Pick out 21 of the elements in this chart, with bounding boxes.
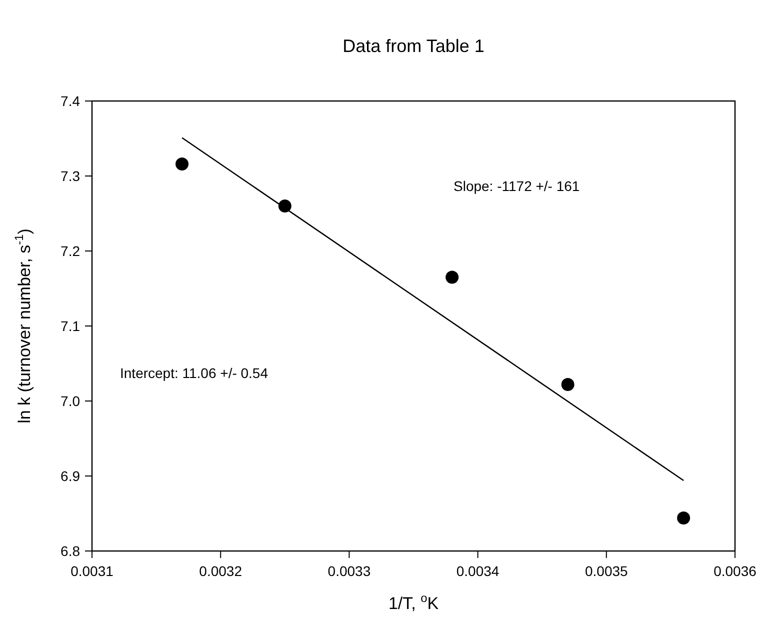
y-tick-label: 6.9 (60, 468, 80, 484)
y-tick-label: 7.4 (60, 93, 80, 109)
x-tick-label: 0.0035 (584, 563, 628, 579)
x-tick-label: 0.0031 (70, 563, 114, 579)
point (677, 512, 690, 524)
chart-title: Data from Table 1 (342, 36, 484, 56)
annotation: Slope: -1172 +/- 161 (454, 178, 580, 194)
y-tick-label: 7.0 (60, 393, 80, 409)
x-tick-label: 0.0036 (714, 563, 757, 579)
point (176, 158, 189, 170)
y-tick-label: 7.3 (60, 168, 80, 184)
y-tick-label: 7.1 (60, 318, 80, 334)
x-tick-label: 0.0032 (199, 563, 242, 579)
point (561, 378, 574, 391)
y-tick-label: 7.2 (60, 243, 80, 259)
y-tick-label: 6.8 (60, 543, 80, 559)
x-tick-label: 0.0033 (328, 563, 371, 579)
x-tick-label: 0.0034 (456, 563, 500, 579)
annotation: Intercept: 11.06 +/- 0.54 (120, 365, 268, 381)
x-axis-title: 1/T, $^{o}$K (388, 591, 440, 613)
point (446, 270, 459, 284)
